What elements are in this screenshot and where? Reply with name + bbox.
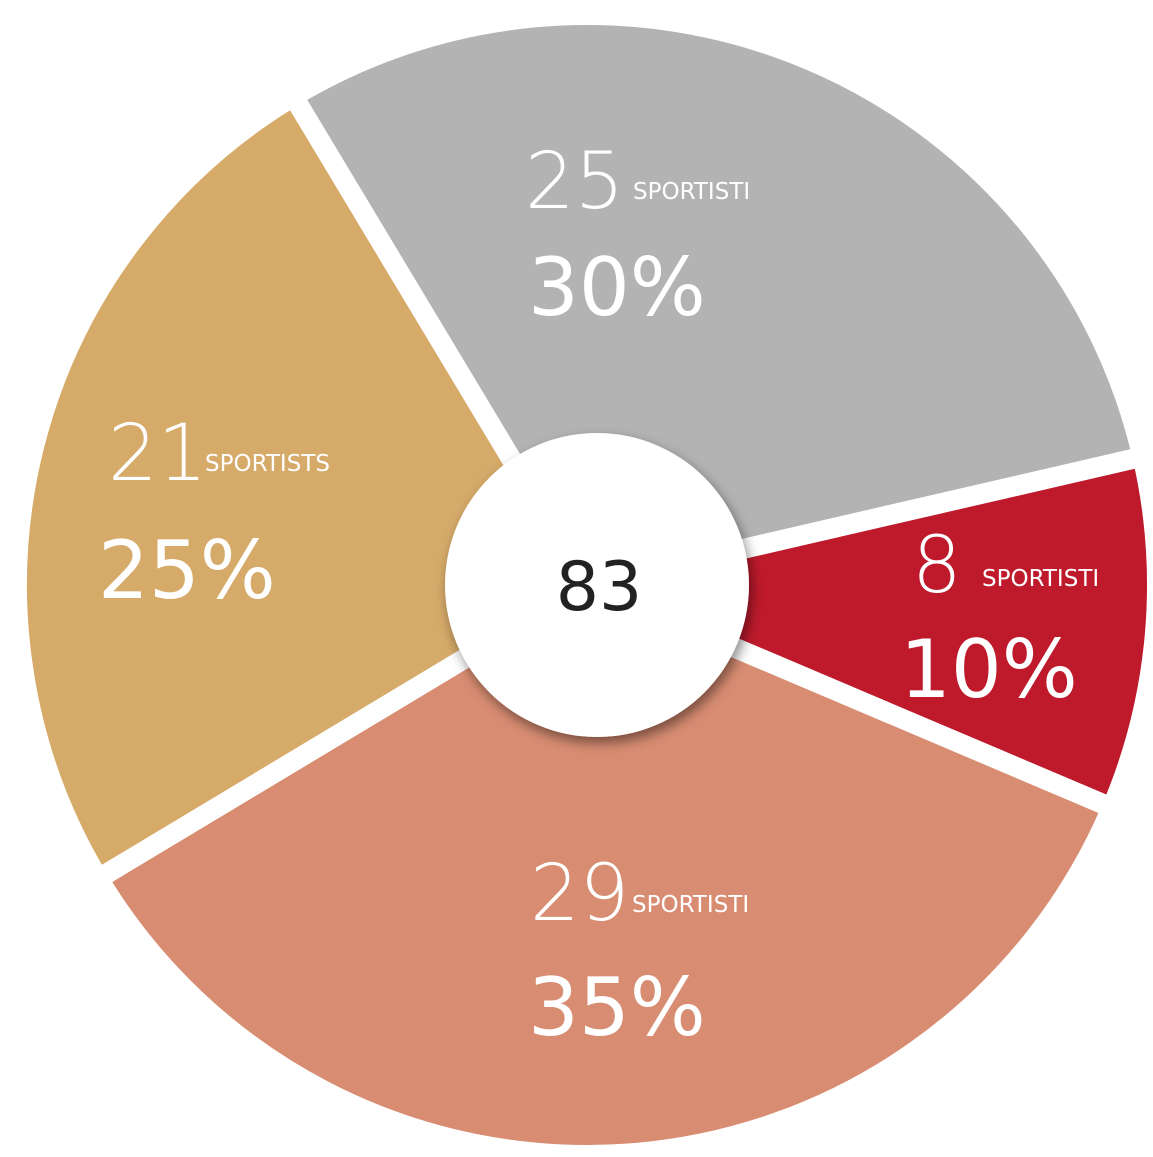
slice-percent: 10% [900, 623, 1078, 716]
slice-percent: 35% [528, 961, 706, 1054]
pie-slice [554, 444, 1153, 821]
slice-count: 25 [525, 137, 624, 227]
slice-count: 21 [108, 409, 207, 499]
slice-percent: 25% [98, 524, 276, 617]
slice-count: 29 [530, 849, 629, 939]
slice-unit: SPORTISTI [633, 179, 750, 205]
pie-slice [7, 82, 601, 893]
slice-percent: 30% [528, 241, 706, 334]
slice-count: 8 [912, 521, 962, 611]
slice-unit: SPORTISTI [982, 566, 1099, 592]
total-label: 83 [556, 548, 643, 627]
slice-unit: SPORTISTS [205, 451, 330, 477]
slice-unit: SPORTISTI [632, 892, 749, 918]
center-disc [445, 433, 749, 737]
